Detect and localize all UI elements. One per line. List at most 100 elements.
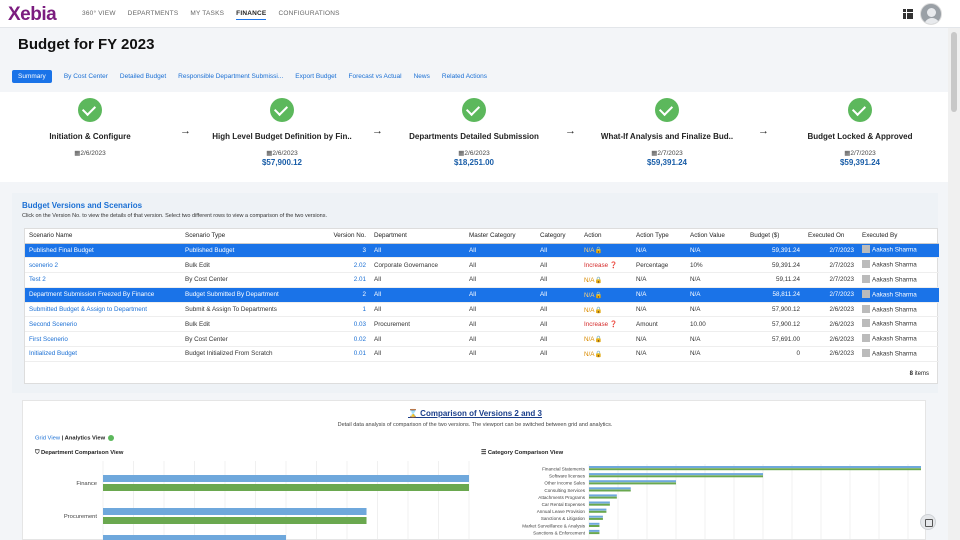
analytics-view-link[interactable]: | Analytics View <box>61 435 106 442</box>
col-budget[interactable]: Budget ($) <box>746 229 804 244</box>
tab-forecast-vs-actual[interactable]: Forecast vs Actual <box>348 73 402 80</box>
cell-atype: N/A <box>632 302 686 318</box>
tab-news[interactable]: News <box>413 73 430 80</box>
bar <box>589 510 607 513</box>
user-avatar-icon <box>862 289 870 298</box>
cell-by: Aakash Sharma <box>858 302 939 318</box>
cell-version[interactable]: 2 <box>306 287 370 303</box>
feedback-button[interactable] <box>920 514 936 530</box>
cell-name[interactable]: Initialized Budget <box>25 346 181 362</box>
user-avatar-icon <box>862 334 870 343</box>
table-row[interactable]: Second Scenerio Bulk Edit 0.03 Procurement A… <box>25 316 939 333</box>
cell-type: Published Budget <box>181 243 306 259</box>
check-icon <box>655 98 679 122</box>
cell-type: Budget Submitted By Department <box>181 287 306 303</box>
col-action[interactable]: Action <box>580 229 632 244</box>
col-master-category[interactable]: Master Category <box>465 229 536 244</box>
cell-avalue: N/A <box>686 302 746 318</box>
cell-version[interactable]: 1 <box>306 302 370 318</box>
cell-master: All <box>465 331 536 348</box>
table-row[interactable]: Test 2 By Cost Center 2.01 All All All N/A🔒 N/A… <box>25 272 939 288</box>
user-avatar-icon <box>862 304 870 313</box>
cell-master: All <box>465 302 536 318</box>
dept-comparison-title: ⛉ Department Comparison View <box>35 450 124 456</box>
cell-budget: 58,811.24 <box>746 287 804 303</box>
step-amount: $18,251.00 <box>453 158 495 167</box>
budget-versions-panel: Budget Versions and Scenarios Click on t… <box>12 193 939 393</box>
table-row[interactable]: scenerio 2 Bulk Edit 2.02 Corporate Governa… <box>25 257 939 274</box>
tab-related-actions[interactable]: Related Actions <box>441 73 488 80</box>
step-date: ▦2/7/2023 <box>844 150 876 157</box>
category-label: Market Surveillance & Analysis <box>522 523 586 528</box>
cell-atype: N/A <box>632 346 686 362</box>
tab-responsible-department[interactable]: Responsible Department Submissi... <box>178 73 284 80</box>
cell-version[interactable]: 0.03 <box>306 316 370 333</box>
category-label: Consulting Services <box>544 488 585 493</box>
bar <box>589 532 600 535</box>
col-scenario-name[interactable]: Scenario Name <box>25 229 181 244</box>
page-scrollbar[interactable] <box>948 28 960 540</box>
cell-version[interactable]: 0.01 <box>306 346 370 362</box>
col-department[interactable]: Department <box>370 229 465 244</box>
xebia-logo[interactable]: Xebia <box>8 4 57 25</box>
table-row[interactable]: Initialized Budget Budget Initialized Fro… <box>25 346 939 362</box>
step-title: Budget Locked & Approved <box>807 132 913 141</box>
cell-version[interactable]: 3 <box>306 243 370 259</box>
cell-version[interactable]: 2.02 <box>306 257 370 274</box>
user-avatar-icon <box>862 245 870 254</box>
cell-dept: All <box>370 331 465 348</box>
cell-name[interactable]: Test 2 <box>25 272 181 288</box>
col-action-value[interactable]: Action Value <box>686 229 746 244</box>
arrow-right-icon: → <box>180 125 191 137</box>
cell-action: N/A🔒 <box>580 272 632 288</box>
check-circle-icon <box>107 435 114 441</box>
cell-atype: N/A <box>632 331 686 348</box>
cell-name[interactable]: scenerio 2 <box>25 257 181 274</box>
col-executed-by[interactable]: Executed By <box>858 229 939 244</box>
bar <box>589 494 617 497</box>
grid-view-link[interactable]: Grid View <box>35 435 61 442</box>
cell-date: 2/7/2023 <box>804 257 858 274</box>
tab-detailed-budget[interactable]: Detailed Budget <box>119 73 167 80</box>
user-avatar[interactable] <box>920 3 942 25</box>
user-avatar-icon <box>862 348 870 357</box>
bar <box>589 508 607 511</box>
nav-departments[interactable]: DEPARTMENTS <box>127 10 179 17</box>
nav-configurations[interactable]: CONFIGURATIONS <box>278 10 340 17</box>
table-row[interactable]: First Scenerio By Cost Center 0.02 All All Al… <box>25 331 939 348</box>
step-date: ▦2/6/2023 <box>458 150 490 157</box>
nav-my-tasks[interactable]: MY TASKS <box>190 10 225 17</box>
cell-action: N/A🔒 <box>580 287 632 303</box>
bar <box>589 473 763 476</box>
col-version-no[interactable]: Version No. <box>306 229 370 244</box>
cell-name[interactable]: Published Final Budget <box>25 243 181 259</box>
cell-version[interactable]: 2.01 <box>306 272 370 288</box>
table-row[interactable]: Published Final Budget Published Budget 3 A… <box>25 243 939 259</box>
table-row[interactable]: Department Submission Freezed By Finance… <box>25 287 939 303</box>
tab-summary[interactable]: Summary <box>12 70 52 83</box>
tab-export-budget[interactable]: Export Budget <box>295 73 337 80</box>
bar <box>589 482 676 485</box>
cell-budget: 0 <box>746 346 804 362</box>
cell-name[interactable]: Second Scenerio <box>25 316 181 333</box>
cell-version[interactable]: 0.02 <box>306 331 370 348</box>
cell-name[interactable]: Department Submission Freezed By Finance <box>25 287 181 303</box>
step-amount: $57,900.12 <box>261 158 303 167</box>
col-action-type[interactable]: Action Type <box>632 229 686 244</box>
nav-finance[interactable]: FINANCE <box>236 10 267 20</box>
step-date: ▦2/6/2023 <box>74 150 106 157</box>
tab-by-cost-center[interactable]: By Cost Center <box>63 73 108 80</box>
cell-name[interactable]: Submitted Budget & Assign to Department <box>25 302 181 318</box>
col-scenario-type[interactable]: Scenario Type <box>181 229 306 244</box>
cell-date: 2/7/2023 <box>804 272 858 288</box>
col-executed-on[interactable]: Executed On <box>804 229 858 244</box>
step-title: Initiation & Configure <box>49 132 131 141</box>
apps-grid-icon[interactable] <box>903 9 913 19</box>
step-high-level: High Level Budget Definition by Fin.. ▦2… <box>192 98 372 167</box>
nav-360-view[interactable]: 360° VIEW <box>82 10 116 17</box>
cell-date: 2/7/2023 <box>804 287 858 303</box>
col-category[interactable]: Category <box>536 229 580 244</box>
table-row[interactable]: Submitted Budget & Assign to Department S… <box>25 302 939 318</box>
cell-master: All <box>465 346 536 362</box>
cell-name[interactable]: First Scenerio <box>25 331 181 348</box>
